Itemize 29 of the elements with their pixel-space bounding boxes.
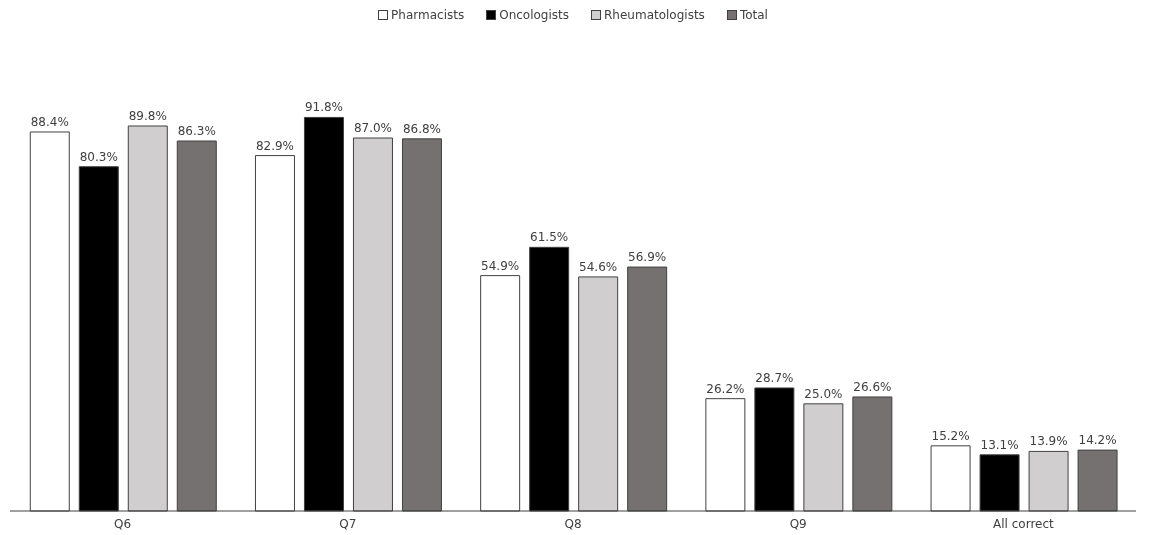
x-tick-label: Q8 <box>564 516 582 531</box>
data-label: 25.0% <box>804 386 843 401</box>
data-label: 89.8% <box>128 109 167 123</box>
data-label: 26.2% <box>706 381 745 396</box>
x-tick-label: Q7 <box>339 516 357 531</box>
data-label: 82.9% <box>255 138 295 153</box>
data-label: 26.6% <box>853 379 892 394</box>
data-label: 15.2% <box>931 428 970 443</box>
legend-label: Pharmacists <box>390 8 465 22</box>
legend-label: Oncologists <box>498 8 570 22</box>
x-tick-label: All correct <box>993 516 1055 531</box>
x-tick-label: Q6 <box>114 516 132 531</box>
data-label: 61.5% <box>530 230 569 245</box>
data-label: 87.0% <box>353 121 393 135</box>
legend-label: Total <box>738 8 768 22</box>
data-label: 54.6% <box>579 259 618 274</box>
data-label: 54.9% <box>481 258 520 273</box>
data-label: 28.7% <box>755 370 794 385</box>
data-label: 91.8% <box>304 100 344 115</box>
data-label: 14.2% <box>1078 433 1117 448</box>
data-label: 86.3% <box>177 124 216 138</box>
data-label: 86.8% <box>402 121 442 136</box>
data-label: 13.1% <box>980 437 1019 452</box>
data-label: 80.3% <box>79 149 118 164</box>
data-label: 56.9% <box>628 250 667 265</box>
x-tick-label: Q9 <box>789 516 807 531</box>
data-label: 88.4% <box>30 115 69 129</box>
legend-label: Rheumatologists <box>603 8 705 22</box>
data-label: 13.9% <box>1029 434 1068 449</box>
